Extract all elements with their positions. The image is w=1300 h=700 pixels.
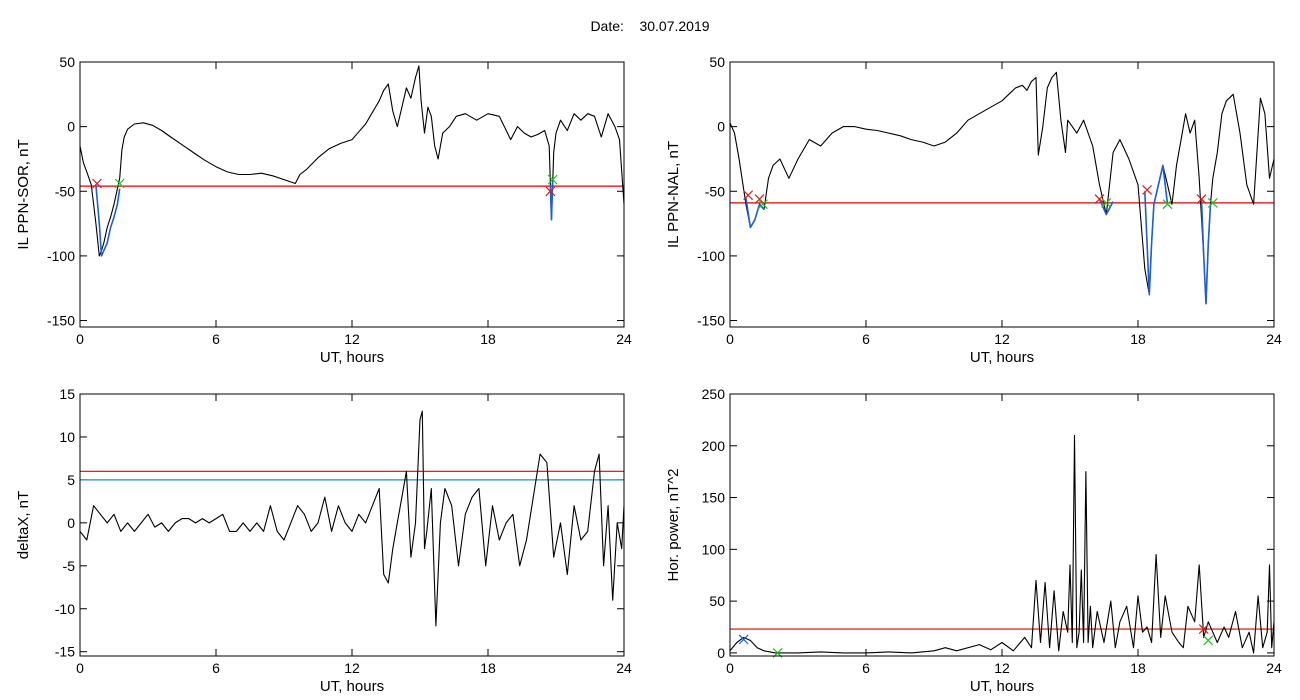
plot-frame bbox=[79, 393, 625, 657]
event-marker-start bbox=[92, 178, 102, 189]
y-axis-label: deltaX, nT bbox=[15, 491, 32, 559]
panel-il-ppn-nal: 0 6 12 18 24 -150 -100 -50 0 50 UT, hours IL PPN-NA… bbox=[665, 54, 1282, 366]
y-tick-label: -150 bbox=[697, 313, 725, 329]
x-tick-label: 24 bbox=[1266, 660, 1282, 676]
y-tick-label: 5 bbox=[67, 472, 75, 488]
x-tick-label: 6 bbox=[862, 660, 870, 676]
y-tick-label: 15 bbox=[59, 386, 75, 402]
figure-header: Date: 30.07.2019 bbox=[0, 18, 1300, 34]
event-marker-start bbox=[545, 186, 556, 197]
event-marker-start bbox=[1198, 624, 1209, 634]
y-axis-label: IL PPN-SOR, nT bbox=[15, 139, 32, 249]
x-axis-label: UT, hours bbox=[320, 678, 384, 695]
y-axis-label: IL PPN-NAL, nT bbox=[665, 141, 682, 248]
x-tick-label: 18 bbox=[480, 660, 496, 676]
y-tick-label: 100 bbox=[702, 541, 726, 557]
y-tick-label: -100 bbox=[47, 248, 75, 264]
event-marker-start bbox=[754, 194, 765, 204]
panel-il-ppn-sor: 0 6 12 18 24 -150 -100 -50 0 50 UT, hours IL PPN-SO… bbox=[15, 54, 632, 366]
y-tick-label: 50 bbox=[59, 54, 75, 70]
x-tick-label: 0 bbox=[726, 660, 734, 676]
y-tick-label: 0 bbox=[717, 645, 725, 661]
event-segment bbox=[95, 184, 121, 257]
event-marker-end bbox=[1162, 199, 1173, 210]
x-axis-label: UT, hours bbox=[320, 349, 384, 366]
x-tick-label: 12 bbox=[344, 331, 360, 347]
x-axis-label: UT, hours bbox=[970, 349, 1034, 366]
x-tick-label: 12 bbox=[994, 331, 1010, 347]
plot-frame bbox=[729, 61, 1275, 328]
x-tick-label: 24 bbox=[1266, 331, 1282, 347]
x-tick-label: 12 bbox=[994, 660, 1010, 676]
x-tick-label: 18 bbox=[1130, 660, 1146, 676]
x-tick-label: 0 bbox=[76, 660, 84, 676]
x-tick-label: 18 bbox=[1130, 331, 1146, 347]
y-tick-label: 10 bbox=[59, 429, 75, 445]
y-tick-label: 50 bbox=[709, 593, 725, 609]
y-tick-label: -5 bbox=[63, 558, 76, 574]
y-axis-label: Hor. power, nT^2 bbox=[665, 469, 682, 582]
y-tick-label: 0 bbox=[717, 119, 725, 135]
panel-hor-power: 0 6 12 18 24 0 50 100 150 200 250 UT, hours Hor. pow… bbox=[665, 386, 1282, 695]
y-tick-label: -150 bbox=[47, 313, 75, 329]
y-tick-label: -10 bbox=[55, 601, 75, 617]
plot-frame bbox=[79, 61, 625, 328]
x-tick-label: 0 bbox=[726, 331, 734, 347]
date-value: 30.07.2019 bbox=[639, 18, 710, 34]
date-label: Date: bbox=[590, 18, 624, 34]
y-tick-label: 50 bbox=[709, 54, 725, 70]
event-marker-start bbox=[1142, 185, 1152, 195]
y-tick-label: 200 bbox=[702, 438, 726, 454]
event-segment bbox=[1200, 198, 1214, 305]
event-marker-end bbox=[1101, 197, 1112, 208]
y-tick-label: -100 bbox=[697, 248, 725, 264]
event-marker-blue bbox=[738, 634, 749, 645]
series-line bbox=[80, 65, 624, 257]
event-marker-start bbox=[743, 190, 754, 201]
y-tick-label: -15 bbox=[55, 644, 75, 660]
event-segment bbox=[1144, 164, 1169, 296]
x-axis-label: UT, hours bbox=[970, 678, 1034, 695]
y-tick-label: 150 bbox=[702, 490, 726, 506]
event-marker-end bbox=[1207, 197, 1218, 208]
event-segment bbox=[549, 180, 554, 221]
series-line bbox=[730, 71, 1274, 305]
x-tick-label: 12 bbox=[344, 660, 360, 676]
x-tick-label: 6 bbox=[212, 660, 220, 676]
event-marker-end bbox=[1203, 635, 1214, 646]
event-marker-end bbox=[547, 174, 558, 185]
y-tick-label: 0 bbox=[67, 515, 75, 531]
event-marker-end bbox=[114, 178, 125, 189]
series-line bbox=[730, 434, 1274, 654]
x-tick-label: 24 bbox=[616, 660, 632, 676]
panel-deltax: 0 6 12 18 24 -15 -10 -5 0 5 10 15 UT, hours deltaX, n… bbox=[15, 386, 632, 695]
y-tick-label: -50 bbox=[705, 183, 725, 199]
event-segment bbox=[1098, 198, 1114, 216]
x-tick-label: 24 bbox=[616, 331, 632, 347]
x-tick-label: 18 bbox=[480, 331, 496, 347]
y-tick-label: -50 bbox=[55, 183, 75, 199]
x-tick-label: 6 bbox=[862, 331, 870, 347]
event-marker-end bbox=[757, 199, 768, 210]
x-tick-label: 6 bbox=[212, 331, 220, 347]
y-tick-label: 0 bbox=[67, 119, 75, 135]
y-tick-label: 250 bbox=[702, 386, 726, 402]
x-tick-label: 0 bbox=[76, 331, 84, 347]
event-marker-start bbox=[1094, 194, 1105, 204]
plot-frame bbox=[729, 393, 1275, 657]
series-line bbox=[80, 410, 624, 627]
event-marker-start bbox=[1196, 194, 1207, 204]
